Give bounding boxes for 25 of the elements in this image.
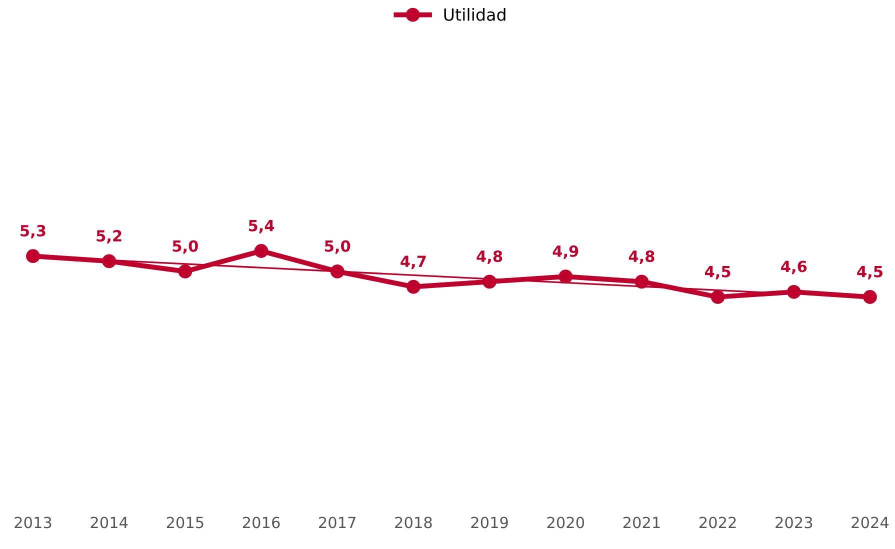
legend-label: Utilidad: [444, 8, 506, 21]
data-label: 5,4: [248, 220, 274, 234]
data-label: 5,0: [172, 240, 198, 254]
data-label: 5,3: [20, 224, 46, 238]
data-label: 5,2: [96, 230, 122, 244]
x-tick-label: 2013: [14, 516, 52, 528]
x-tick-label: 2015: [166, 516, 204, 528]
x-tick-label: 2024: [852, 516, 889, 528]
x-tick-label: 2017: [319, 516, 356, 528]
data-label: 4,8: [476, 250, 502, 264]
data-label: 4,5: [704, 266, 730, 280]
x-tick-label: 2022: [699, 516, 736, 528]
data-label: 5,0: [325, 240, 350, 254]
x-tick-label: 2020: [547, 516, 584, 528]
data-label: 4,5: [857, 266, 882, 280]
data-label: 4,8: [628, 250, 654, 264]
data-label: 4,6: [781, 260, 807, 274]
data-label: 4,7: [400, 256, 426, 270]
x-tick-label: 2023: [776, 516, 812, 528]
x-tick-label: 2018: [395, 516, 432, 528]
x-tick-label: 2016: [242, 516, 280, 528]
x-tick-label: 2014: [90, 516, 128, 528]
x-tick-label: 2021: [623, 516, 660, 528]
data-label: 4,9: [552, 245, 578, 259]
x-tick-label: 2019: [471, 516, 508, 528]
